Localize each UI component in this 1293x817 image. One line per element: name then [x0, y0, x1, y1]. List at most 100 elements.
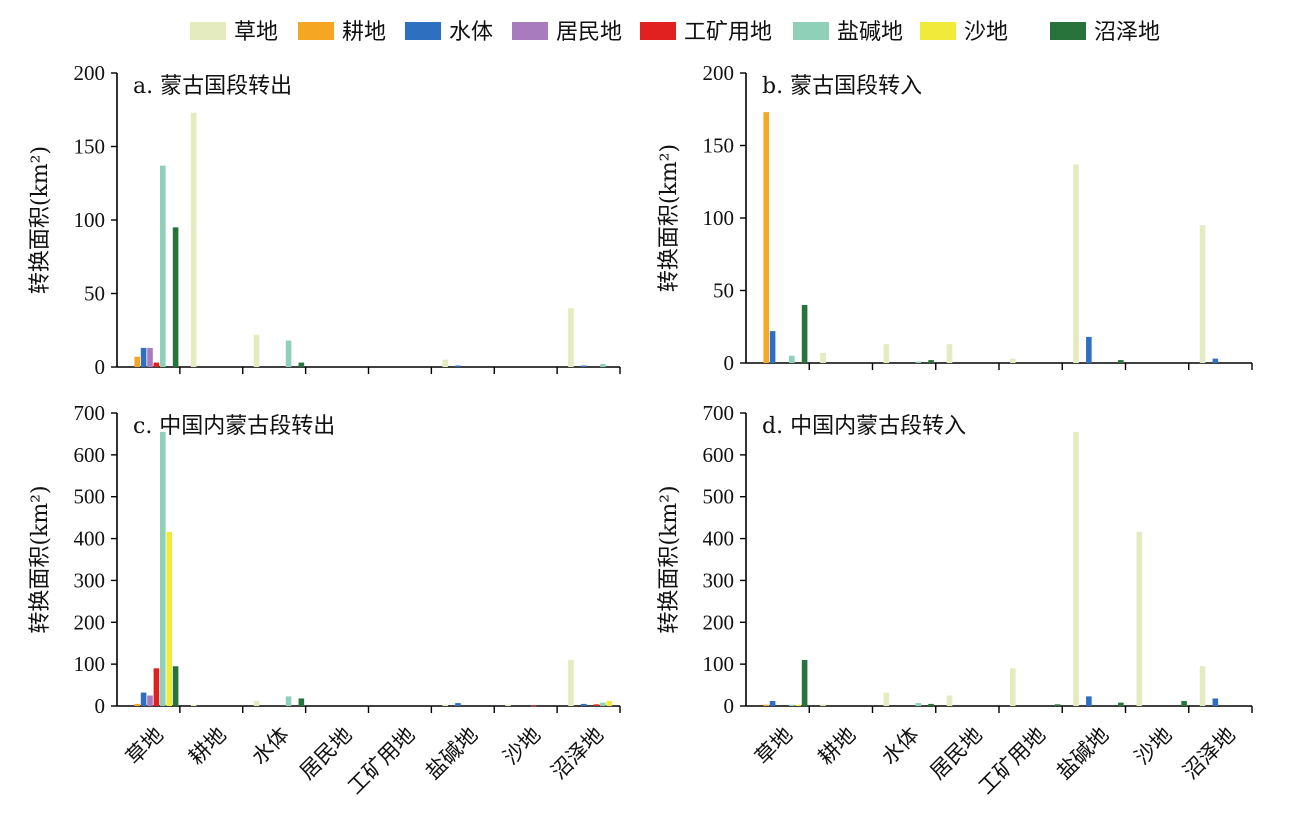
y-axis-title: 转换面积(km²): [657, 485, 682, 633]
legend-label: 工矿用地: [684, 20, 772, 45]
bar: [298, 698, 305, 706]
bar: [1118, 702, 1124, 706]
bar: [140, 347, 147, 367]
bar: [140, 692, 147, 706]
bar: [763, 112, 769, 364]
bar: [1073, 431, 1079, 706]
bar: [600, 364, 606, 367]
legend-swatch: [298, 22, 334, 40]
bar: [147, 695, 153, 706]
y-tick-label: 50: [84, 282, 105, 306]
bar: [530, 705, 537, 707]
bar: [153, 362, 160, 367]
y-tick-label: 0: [95, 355, 106, 379]
legend-label: 沙地: [964, 20, 1008, 45]
bar: [1118, 360, 1124, 363]
legend-swatch: [512, 22, 548, 40]
y-tick-label: 400: [703, 527, 735, 551]
bar: [253, 700, 260, 706]
bar: [1010, 668, 1016, 706]
y-tick-label: 600: [74, 443, 106, 467]
x-tick-label: 草地: [750, 723, 797, 770]
bar: [769, 331, 776, 363]
y-tick-label: 200: [703, 61, 735, 85]
y-tick-label: 700: [703, 401, 735, 425]
bar: [147, 347, 153, 367]
panel-title: a. 蒙古国段转出: [133, 74, 292, 99]
bar: [946, 695, 953, 706]
bar: [820, 704, 826, 706]
chart-panel: 0 100 200 300 400 500 600 700 d. 中国内蒙古段转入转换面积(km…: [657, 401, 1253, 799]
bar: [134, 356, 140, 367]
x-tick-label: 草地: [121, 723, 168, 770]
bar: [190, 112, 197, 367]
y-tick-label: 200: [74, 610, 106, 634]
bar: [160, 431, 166, 706]
bar: [606, 700, 613, 706]
legend-label: 盐碱地: [837, 20, 903, 45]
bar: [1212, 358, 1219, 363]
bar: [1010, 358, 1016, 363]
bar: [915, 703, 922, 706]
bar: [1054, 704, 1061, 706]
y-tick-label: 300: [703, 568, 735, 592]
x-tick-label: 工矿用地: [974, 723, 1050, 799]
bar: [928, 703, 934, 706]
bar: [160, 165, 166, 367]
bar: [568, 659, 574, 706]
bar: [134, 703, 140, 706]
bar: [801, 305, 808, 363]
y-tick-label: 0: [724, 694, 735, 718]
y-axis-title: 转换面积(km²): [28, 146, 53, 294]
bar: [1199, 225, 1206, 363]
y-tick-label: 700: [74, 401, 106, 425]
bar: [455, 703, 461, 706]
bar: [928, 360, 934, 363]
bar: [789, 355, 795, 363]
bar: [580, 365, 587, 367]
bar: [1199, 666, 1206, 706]
bar: [190, 704, 197, 706]
legend-label: 草地: [234, 20, 278, 45]
bar: [568, 308, 574, 367]
bar: [153, 668, 160, 706]
y-axis-title: 转换面积(km²): [657, 144, 682, 292]
bar: [580, 703, 587, 706]
y-tick-label: 100: [74, 652, 106, 676]
bar: [795, 704, 801, 706]
bar: [1136, 531, 1143, 706]
bar: [883, 692, 890, 706]
legend-label: 沼泽地: [1094, 20, 1160, 45]
chart-panel: 0 100 200 300 400 500 600 700 c. 中国内蒙古段转出转换面积(km…: [28, 401, 621, 799]
panel-title: c. 中国内蒙古段转出: [133, 414, 335, 439]
bar: [172, 666, 179, 706]
bar: [1086, 696, 1092, 706]
bar: [166, 531, 172, 706]
bar: [593, 704, 600, 706]
panel-title: b. 蒙古国段转入: [762, 74, 922, 99]
y-tick-label: 400: [74, 527, 106, 551]
x-tick-label: 沼泽地: [547, 723, 609, 785]
legend-swatch: [640, 22, 676, 40]
bar: [801, 659, 808, 706]
legend-swatch: [793, 22, 829, 40]
bar: [600, 702, 606, 706]
x-tick-label: 工矿用地: [343, 723, 419, 799]
x-tick-label: 耕地: [814, 723, 861, 770]
y-tick-label: 500: [703, 485, 735, 509]
x-tick-label: 水体: [247, 723, 294, 770]
bar: [285, 340, 292, 367]
bar: [1181, 700, 1187, 706]
legend: 草地 耕地 水体 居民地 工矿用地 盐碱地 沙地 沼泽地: [190, 20, 1160, 45]
legend-swatch: [405, 22, 441, 40]
x-tick-label: 耕地: [184, 723, 231, 770]
x-tick-label: 居民地: [295, 723, 357, 785]
legend-label: 耕地: [342, 20, 386, 45]
y-tick-label: 100: [74, 208, 106, 232]
x-tick-label: 居民地: [925, 723, 987, 785]
bar: [253, 334, 260, 367]
bar: [769, 700, 776, 706]
